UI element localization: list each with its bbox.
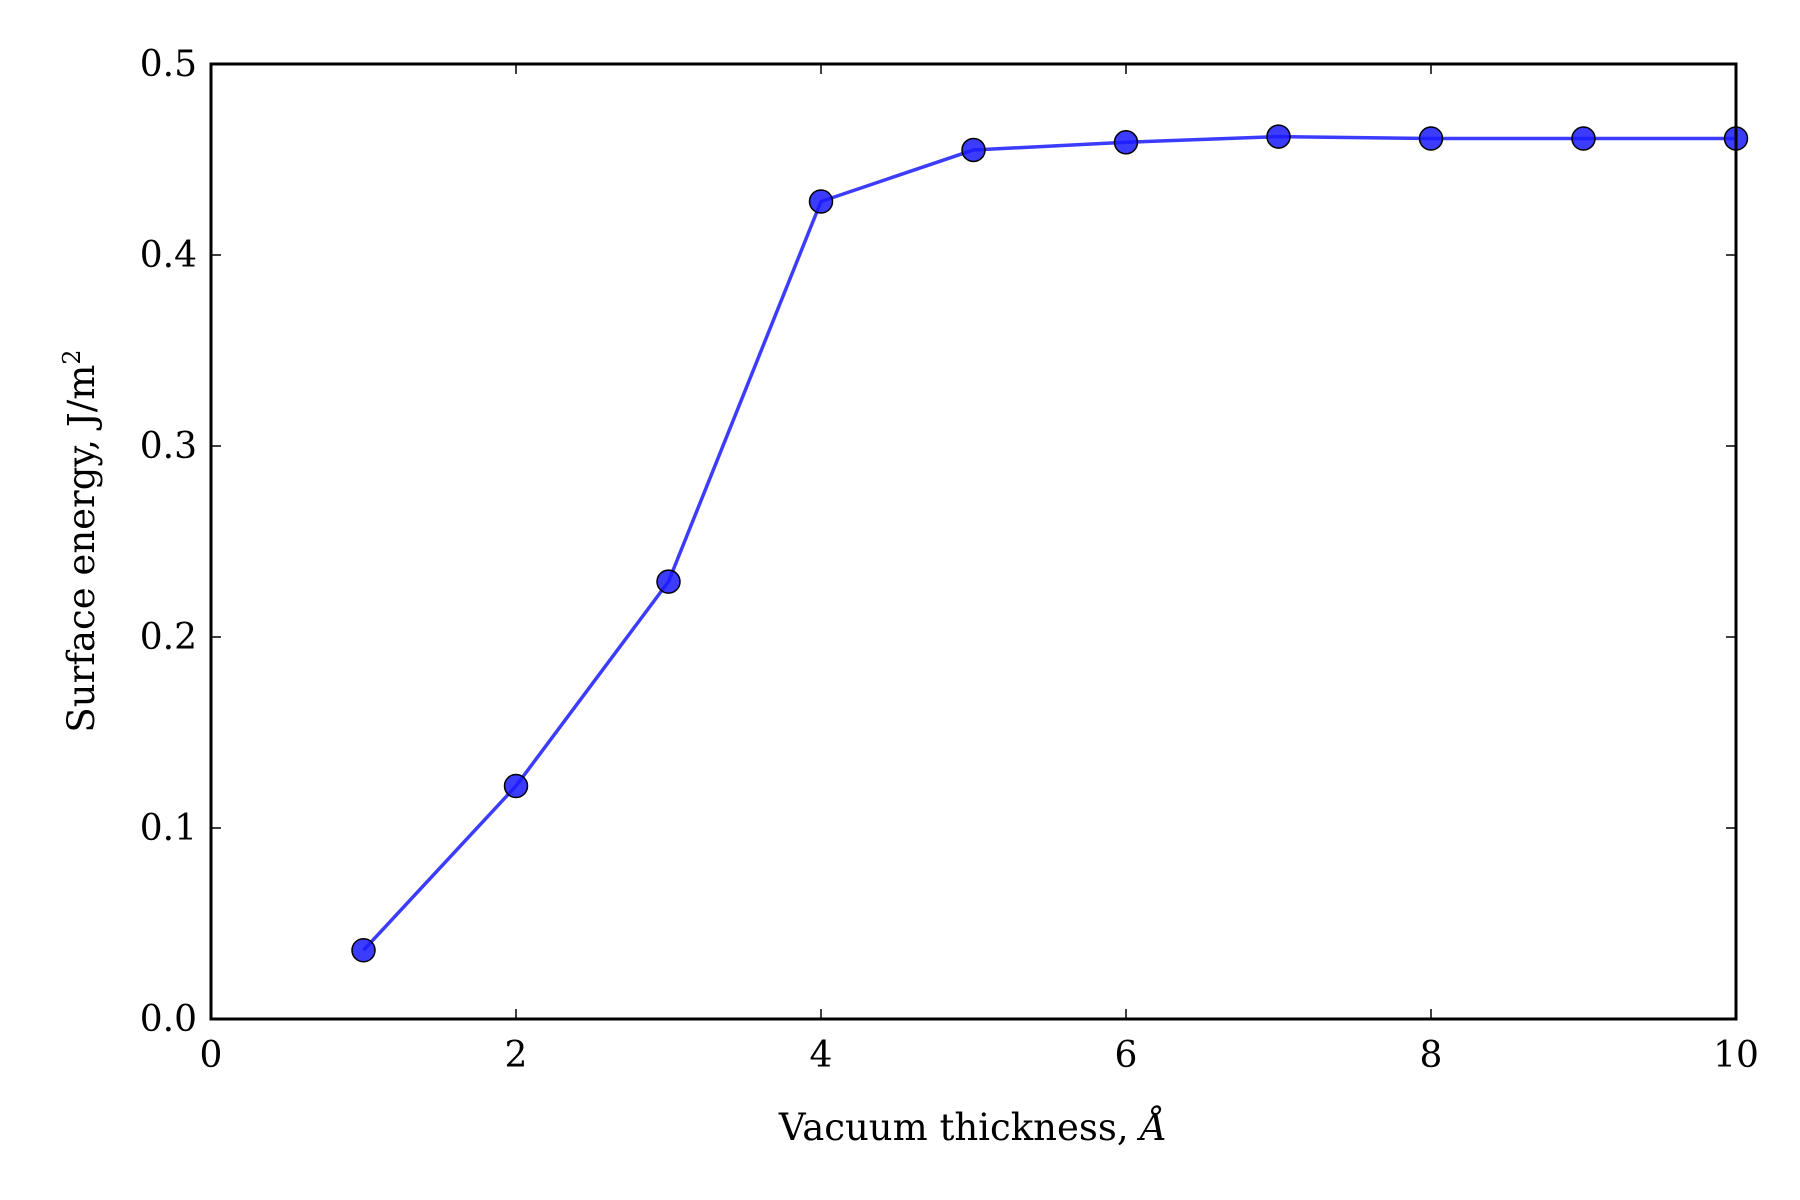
data-point [656,569,681,594]
data-point [1266,124,1291,149]
data-point [1571,126,1596,151]
x-tick-label: 0 [200,1035,223,1076]
x-tick-label: 2 [505,1035,528,1076]
y-axis-label: Surface energy, J/m2 [58,349,103,732]
y-tick-label: 0.3 [140,426,197,467]
x-tick-label: 4 [810,1035,833,1076]
data-point [961,137,986,163]
y-axis-label-exponent: 2 [58,349,86,364]
axes-frame [209,62,1738,1021]
x-axis-label-unit: Å [1136,1105,1167,1149]
y-axis-ticks: 0.0 0.1 0.2 0.3 0.4 0.5 [140,44,1736,1040]
y-tick-label: 0.0 [140,999,197,1040]
y-tick-label: 0.1 [140,808,197,849]
data-point [808,189,834,214]
x-tick-label: 6 [1115,1035,1138,1076]
data-point [351,937,376,963]
y-tick-label: 0.5 [140,44,197,85]
data-point [1113,130,1139,155]
series-line [362,134,1736,952]
x-tick-label: 10 [1713,1035,1759,1076]
data-point [503,773,529,799]
y-axis-label-text: Surface energy, J/m [60,365,103,733]
x-tick-label: 8 [1420,1035,1443,1076]
x-axis-label-text: Vacuum thickness, [778,1106,1141,1149]
series-layer [351,124,1749,963]
y-tick-label: 0.4 [140,235,197,276]
y-tick-label: 0.2 [140,617,197,658]
data-point [1418,126,1444,151]
x-axis-label: Vacuum thickness, Å [778,1105,1167,1149]
